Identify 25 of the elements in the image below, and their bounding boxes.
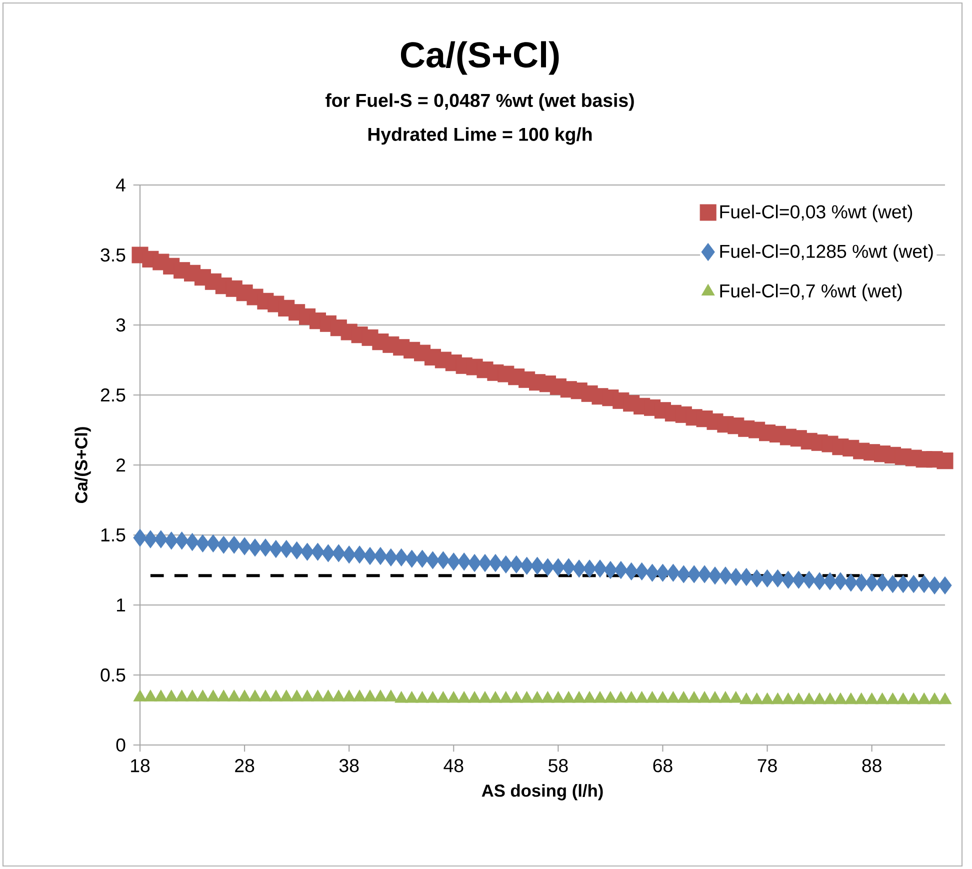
y-axis-title: Ca/(S+Cl) bbox=[74, 427, 91, 504]
x-tick-label: 38 bbox=[339, 759, 359, 772]
y-tick-label: 3 bbox=[116, 318, 126, 332]
x-tick-label: 48 bbox=[444, 759, 464, 772]
y-tick-label: 0.5 bbox=[100, 668, 126, 682]
legend-label: Fuel-Cl=0,1285 %wt (wet) bbox=[720, 244, 933, 262]
x-tick-label: 18 bbox=[131, 759, 150, 772]
legend-label: Fuel-Cl=0,7 %wt (wet) bbox=[720, 284, 902, 302]
x-tick-label: 58 bbox=[548, 759, 568, 772]
y-tick-label: 2 bbox=[116, 458, 126, 472]
legend-label: Fuel-Cl=0,03 %wt (wet) bbox=[720, 204, 912, 222]
x-tick-label: 78 bbox=[758, 759, 777, 772]
x-axis-title: AS dosing (l/h) bbox=[482, 784, 603, 800]
y-tick-label: 0 bbox=[116, 738, 126, 752]
x-tick-label: 28 bbox=[235, 759, 254, 772]
y-tick-label: 3.5 bbox=[100, 248, 126, 262]
y-tick-label: 1 bbox=[116, 598, 126, 612]
chart-title: Ca/(S+Cl) bbox=[400, 41, 559, 75]
text: Hydrated Lime = 100 kg/h bbox=[368, 127, 592, 145]
y-tick-label: 4 bbox=[116, 178, 126, 192]
chart-subtitle: for Fuel-S = 0,0487 %wt (wet basis) bbox=[325, 93, 634, 111]
x-tick-label: 68 bbox=[653, 759, 672, 772]
y-tick-label: 1.5 bbox=[101, 528, 126, 542]
x-tick-label: 88 bbox=[862, 759, 882, 772]
y-tick-label: 2.5 bbox=[100, 388, 126, 402]
